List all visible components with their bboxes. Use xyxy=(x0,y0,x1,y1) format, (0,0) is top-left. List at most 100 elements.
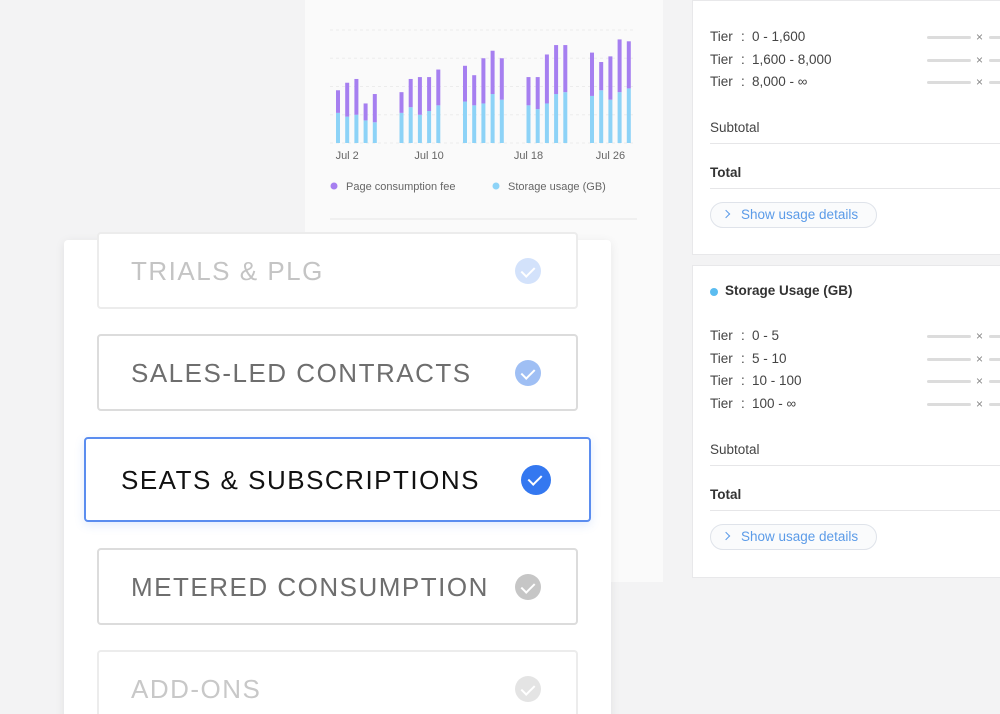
check-mark xyxy=(520,364,535,380)
tier-label: Tier xyxy=(710,29,733,44)
tier-multiplier: × xyxy=(976,75,984,90)
divider xyxy=(710,510,1000,512)
bar-segment xyxy=(463,101,467,143)
bar-segment xyxy=(544,54,549,104)
tier-label: Tier xyxy=(710,51,733,67)
button-label: Show usage details xyxy=(741,529,859,545)
placeholder-bar xyxy=(927,335,971,338)
bar-segment xyxy=(499,58,504,100)
show-details-button[interactable]: Show usage details xyxy=(710,524,877,551)
bar-segment xyxy=(599,90,604,143)
check-icon xyxy=(515,359,541,386)
bar-segment xyxy=(354,78,359,115)
bar-segment xyxy=(372,122,377,143)
option-label: METERED CONSUMPTION xyxy=(131,571,489,602)
placeholder-bar xyxy=(989,357,1000,361)
bar-segment xyxy=(617,39,622,93)
tier-label: Tier xyxy=(710,74,733,90)
tier-label: Tier xyxy=(710,350,733,366)
option-card[interactable]: TRIALS & PLG xyxy=(97,232,578,309)
bar-segment xyxy=(590,52,594,96)
bar-segment xyxy=(345,116,350,143)
bar-segment xyxy=(408,78,413,108)
option-card[interactable]: SALES-LED CONTRACTS xyxy=(97,334,578,411)
option-label: TRIALS & PLG xyxy=(131,255,324,286)
legend-dot xyxy=(492,182,500,190)
bar-segment xyxy=(436,105,441,143)
bar-segment xyxy=(417,114,422,143)
bar-segment xyxy=(599,62,604,91)
legend-label: Storage usage (GB) xyxy=(508,181,606,193)
bar-segment xyxy=(563,45,568,93)
bar-segment xyxy=(481,103,486,143)
bar-segment xyxy=(354,114,359,143)
placeholder-bar xyxy=(989,380,1000,384)
bar-segment xyxy=(336,90,340,113)
bar-segment xyxy=(399,92,404,113)
bar-segment xyxy=(363,120,368,143)
show-details-button[interactable]: Show usage details xyxy=(710,202,877,229)
placeholder-bar xyxy=(989,36,1000,39)
placeholder-bar xyxy=(927,357,971,361)
check-icon xyxy=(521,464,551,495)
bar-segment xyxy=(626,88,631,143)
check-mark xyxy=(520,262,535,278)
option-card[interactable]: ADD-ONS xyxy=(97,650,578,714)
total-label: Total xyxy=(710,487,742,503)
bar-segment xyxy=(563,92,568,143)
bar-segment xyxy=(490,94,495,143)
bar-segment xyxy=(554,94,559,143)
subtotal-label: Subtotal xyxy=(710,442,760,458)
tier-separator: : xyxy=(741,29,745,44)
bar-segment xyxy=(436,69,441,106)
check-icon xyxy=(515,573,541,600)
placeholder-bar xyxy=(989,81,1000,85)
tier-separator: : xyxy=(741,74,745,90)
placeholder-bar xyxy=(927,58,971,62)
tier-separator: : xyxy=(741,373,745,389)
check-mark xyxy=(527,470,543,486)
chart: Jul 2 Jul 10 Jul 18 Jul 26 Page consumption … xyxy=(330,29,637,220)
bar-segment xyxy=(472,75,477,106)
subtotal-label: Subtotal xyxy=(710,120,760,136)
tier-multiplier: × xyxy=(976,351,984,366)
bar-segment xyxy=(608,99,613,143)
option-card[interactable]: SEATS & SUBSCRIPTIONS xyxy=(84,437,591,522)
divider xyxy=(710,143,1000,145)
tier-range: 5 - 10 xyxy=(752,350,787,366)
option-label: ADD-ONS xyxy=(131,673,262,704)
chevron xyxy=(721,531,731,541)
x-tick-label: Jul 10 xyxy=(414,150,443,162)
tier-multiplier: × xyxy=(976,52,984,67)
tier-multiplier: × xyxy=(976,397,984,412)
bar-segment xyxy=(626,41,631,89)
bar-segment xyxy=(617,92,622,143)
bar-segment xyxy=(427,77,432,111)
bar-segment xyxy=(463,65,467,102)
tier-label: Tier xyxy=(710,373,733,389)
tier-range: 1,600 - 8,000 xyxy=(752,51,832,67)
bar-segment xyxy=(499,99,504,143)
divider xyxy=(710,465,1000,467)
bar-segment xyxy=(590,95,594,143)
bar-segment xyxy=(554,45,559,95)
total-label: Total xyxy=(710,165,742,181)
tier-separator: : xyxy=(741,51,745,67)
bar-segment xyxy=(363,103,368,121)
bar-segment xyxy=(535,109,540,143)
panel-title: Storage Usage (GB) xyxy=(725,283,853,298)
check-mark xyxy=(520,578,535,594)
chevron xyxy=(721,210,731,219)
tier-separator: : xyxy=(741,328,745,343)
check-icon xyxy=(515,257,541,284)
bar-segment xyxy=(535,77,540,110)
legend-dot xyxy=(330,182,338,190)
tier-range: 0 - 1,600 xyxy=(752,29,806,44)
placeholder-bar xyxy=(989,58,1000,62)
option-card[interactable]: METERED CONSUMPTION xyxy=(97,548,578,625)
bar-segment xyxy=(481,58,486,104)
tier-range: 8,000 - ∞ xyxy=(752,74,808,90)
bar-segment xyxy=(490,50,495,95)
bar-segment xyxy=(399,112,404,143)
x-tick-label: Jul 26 xyxy=(596,150,625,162)
